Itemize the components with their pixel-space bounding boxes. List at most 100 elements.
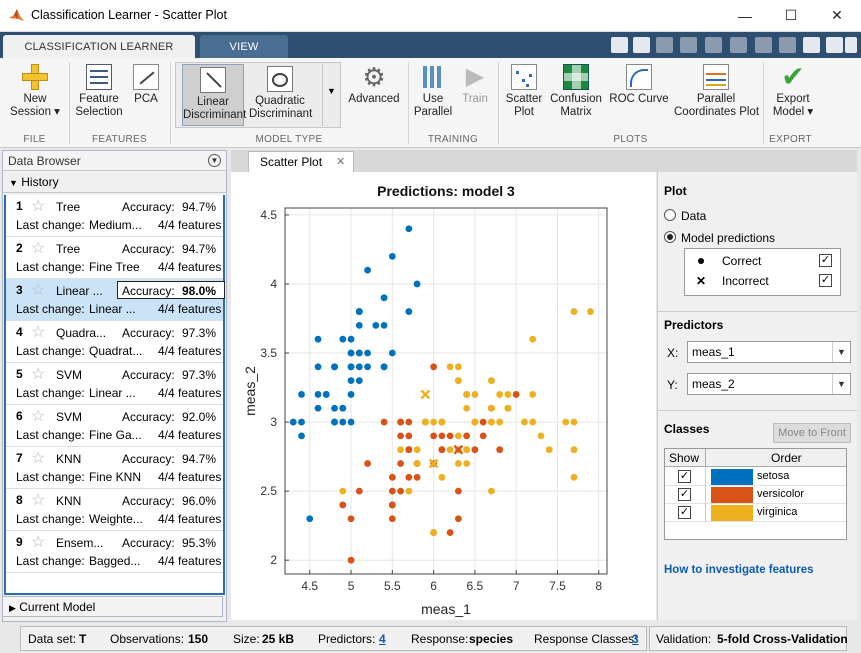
point-setosa: [364, 266, 371, 274]
point-virginica: [463, 391, 471, 398]
new-session-button[interactable]: New Session ▾: [8, 60, 62, 119]
paste-icon[interactable]: [705, 37, 722, 53]
feature-selection-button[interactable]: Feature Selection: [74, 60, 124, 119]
star-icon[interactable]: ☆: [31, 324, 46, 341]
point-versicolor: [397, 432, 404, 440]
export-model-button[interactable]: ✔ Export Model ▾: [768, 60, 818, 119]
accuracy-value: 95.3%: [182, 536, 217, 550]
star-icon[interactable]: ☆: [31, 492, 46, 509]
history-model-item[interactable]: 1 ☆ Tree Accuracy: 94.7% Last change: Medium..…: [6, 195, 223, 237]
star-icon[interactable]: ☆: [31, 534, 46, 551]
cut-icon[interactable]: [611, 37, 628, 53]
parallel-icon: [420, 64, 446, 90]
history-model-item[interactable]: 2 ☆ Tree Accuracy: 94.7% Last change: Fine Tre…: [6, 237, 223, 279]
panel-menu-icon[interactable]: ▼: [208, 154, 221, 167]
model-predictions-radio[interactable]: [664, 231, 676, 243]
redo-icon[interactable]: [779, 37, 796, 53]
star-icon[interactable]: ☆: [31, 282, 46, 299]
parallel-coordinates-button[interactable]: Parallel Coordinates Plot: [674, 60, 759, 119]
history-model-item[interactable]: 4 ☆ Quadra... Accuracy: 97.3% Last change: Qua…: [6, 321, 223, 363]
point-virginica: [463, 404, 471, 412]
ribbon-separator: [69, 62, 70, 144]
data-radio[interactable]: [664, 209, 676, 221]
predictors-link[interactable]: 4: [379, 632, 386, 646]
train-button[interactable]: ▶ Train: [458, 60, 492, 106]
tab-classification-learner[interactable]: CLASSIFICATION LEARNER: [3, 35, 195, 58]
point-setosa: [306, 515, 314, 523]
save-icon[interactable]: [656, 37, 673, 53]
minimize-button[interactable]: —: [738, 7, 752, 24]
history-model-item[interactable]: 8 ☆ KNN Accuracy: 96.0% Last change: Weighte..…: [6, 489, 223, 531]
history-section-header[interactable]: ▼ History: [3, 171, 226, 193]
show-class-checkbox[interactable]: ✓: [678, 506, 691, 519]
star-icon[interactable]: ☆: [31, 408, 46, 425]
use-parallel-button[interactable]: Use Parallel: [412, 60, 454, 119]
move-to-front-button[interactable]: Move to Front: [773, 423, 851, 443]
point-virginica: [504, 404, 512, 412]
scatter-plot-button[interactable]: Scatter Plot: [502, 60, 546, 119]
tab-view[interactable]: VIEW: [200, 35, 288, 58]
show-class-checkbox[interactable]: ✓: [678, 470, 691, 483]
gallery-expand-icon[interactable]: ▼: [322, 64, 340, 126]
current-model-header[interactable]: ▶ Current Model: [2, 596, 223, 617]
point-setosa: [380, 363, 388, 371]
incorrect-checkbox[interactable]: ✓: [819, 274, 832, 287]
star-icon[interactable]: ☆: [31, 198, 46, 215]
point-setosa: [298, 391, 305, 398]
section-plots: PLOTS: [613, 134, 648, 145]
y-tick-label: 2: [270, 553, 277, 567]
linear-discriminant-icon: [200, 67, 226, 93]
incorrect-point: [453, 444, 464, 455]
point-versicolor: [339, 501, 347, 509]
tab-scatter-plot[interactable]: Scatter Plot ✕: [248, 151, 354, 172]
x-predictor-dropdown[interactable]: meas_1 ▼: [687, 341, 851, 363]
star-icon[interactable]: ☆: [31, 366, 46, 383]
advanced-button[interactable]: ⚙ Advanced: [345, 60, 403, 106]
checkmark-icon: ✔: [781, 61, 805, 92]
correct-checkbox[interactable]: ✓: [819, 254, 832, 267]
roc-curve-button[interactable]: ROC Curve: [608, 60, 670, 106]
point-virginica: [587, 308, 594, 315]
last-change-value: Quadrat...: [89, 344, 143, 358]
confusion-matrix-button[interactable]: Confusion Matrix: [550, 60, 602, 119]
quadratic-discriminant-icon: [267, 66, 293, 92]
close-window-button[interactable]: ✕: [831, 7, 843, 23]
y-predictor-dropdown[interactable]: meas_2 ▼: [687, 373, 851, 395]
close-tab-icon[interactable]: ✕: [336, 156, 346, 168]
collapse-ribbon-icon[interactable]: [845, 37, 857, 53]
delete-icon[interactable]: [633, 37, 650, 53]
layout-icon[interactable]: [803, 37, 820, 53]
history-model-item[interactable]: 5 ☆ SVM Accuracy: 97.3% Last change: Linear ..…: [6, 363, 223, 405]
class-row[interactable]: ✓ setosa: [665, 468, 846, 486]
help-icon[interactable]: [826, 37, 843, 53]
last-change-value: Bagged...: [89, 554, 141, 568]
point-virginica: [570, 446, 578, 454]
clipboard-icon[interactable]: [730, 37, 747, 53]
history-model-item[interactable]: 9 ☆ Ensem... Accuracy: 95.3% Last change: Bagg…: [6, 531, 223, 573]
star-icon[interactable]: ☆: [31, 240, 46, 257]
show-class-checkbox[interactable]: ✓: [678, 488, 691, 501]
plot-area: 4.5 5 5.5 6 6.5 7 7.5 8 2 2.5 3 3.5 4 4.5 Predictions:…: [231, 172, 656, 620]
class-row[interactable]: ✓ versicolor: [665, 486, 846, 504]
copy-icon[interactable]: [680, 37, 697, 53]
history-model-item[interactable]: 3 ☆ Linear ... Accuracy: 98.0% Last change: Li…: [6, 279, 225, 321]
undo-icon[interactable]: [755, 37, 772, 53]
star-icon[interactable]: ☆: [31, 450, 46, 467]
last-change-label: Last change:: [16, 554, 85, 568]
point-setosa: [339, 335, 347, 343]
observations-label: Observations:: [110, 632, 185, 646]
quadratic-discriminant-button[interactable]: Quadratic Discriminant: [249, 64, 312, 121]
chart-title: Predictions: model 3: [377, 183, 515, 199]
linear-discriminant-button[interactable]: Linear Discriminant: [182, 64, 246, 126]
last-change-value: Linear ...: [89, 302, 136, 316]
scatter-chart[interactable]: 4.5 5 5.5 6 6.5 7 7.5 8 2 2.5 3 3.5 4 4.5 Predictions:…: [231, 172, 656, 620]
history-model-item[interactable]: 7 ☆ KNN Accuracy: 94.7% Last change: Fine KNN 4…: [6, 447, 223, 489]
maximize-button[interactable]: ☐: [784, 7, 798, 23]
point-versicolor: [364, 460, 371, 467]
history-model-item[interactable]: 6 ☆ SVM Accuracy: 92.0% Last change: Fine Ga..…: [6, 405, 223, 447]
response-classes-link[interactable]: 3: [632, 632, 639, 646]
help-link[interactable]: How to investigate features: [664, 564, 814, 576]
data-browser-panel: Data Browser ▼ ▼ History 1 ☆ Tree Accuracy:…: [2, 150, 227, 622]
class-row[interactable]: ✓ virginica: [665, 504, 846, 522]
pca-button[interactable]: PCA: [128, 60, 164, 106]
